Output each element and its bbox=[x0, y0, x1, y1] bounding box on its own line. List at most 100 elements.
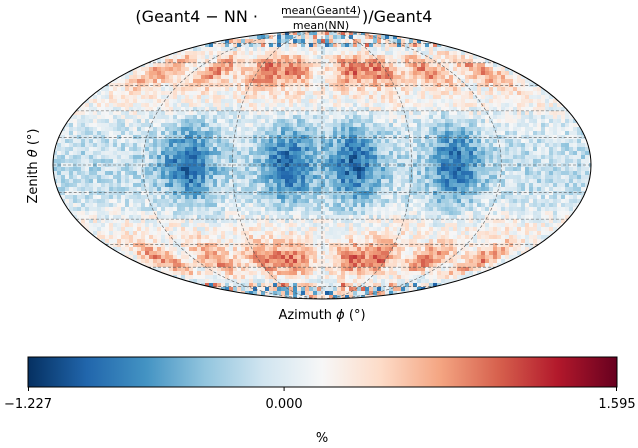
sky-pixel bbox=[349, 103, 354, 108]
sky-pixel bbox=[261, 83, 266, 88]
sky-pixel bbox=[273, 171, 278, 176]
sky-pixel bbox=[541, 147, 546, 152]
sky-pixel bbox=[173, 203, 178, 208]
sky-pixel bbox=[245, 175, 250, 180]
sky-pixel bbox=[469, 179, 474, 184]
sky-pixel bbox=[421, 123, 426, 128]
sky-pixel bbox=[501, 67, 506, 72]
sky-pixel bbox=[101, 111, 106, 116]
sky-pixel bbox=[569, 155, 574, 160]
sky-pixel bbox=[345, 191, 350, 196]
sky-pixel bbox=[537, 159, 542, 164]
sky-pixel bbox=[81, 175, 86, 180]
sky-pixel bbox=[461, 175, 466, 180]
sky-pixel bbox=[201, 195, 206, 200]
sky-pixel bbox=[229, 151, 234, 156]
sky-pixel bbox=[357, 111, 362, 116]
sky-pixel bbox=[449, 155, 454, 160]
sky-pixel bbox=[197, 91, 202, 96]
sky-pixel bbox=[297, 167, 302, 172]
sky-pixel bbox=[325, 151, 330, 156]
sky-pixel bbox=[545, 167, 550, 172]
sky-pixel bbox=[465, 131, 470, 136]
sky-pixel bbox=[233, 171, 238, 176]
sky-pixel bbox=[121, 75, 126, 80]
sky-pixel bbox=[421, 71, 426, 76]
sky-pixel bbox=[321, 171, 326, 176]
sky-pixel bbox=[273, 51, 278, 56]
sky-pixel bbox=[521, 75, 526, 80]
sky-pixel bbox=[517, 167, 522, 172]
sky-pixel bbox=[69, 167, 74, 172]
sky-pixel bbox=[369, 119, 374, 124]
sky-pixel bbox=[457, 123, 462, 128]
sky-pixel bbox=[217, 67, 222, 72]
sky-pixel bbox=[241, 79, 246, 84]
sky-pixel bbox=[509, 203, 514, 208]
sky-pixel bbox=[317, 47, 322, 52]
sky-pixel bbox=[433, 55, 438, 60]
sky-pixel bbox=[297, 59, 302, 64]
sky-pixel bbox=[377, 55, 382, 60]
sky-pixel bbox=[333, 47, 338, 52]
sky-pixel bbox=[401, 71, 406, 76]
sky-pixel bbox=[385, 55, 390, 60]
sky-pixel bbox=[97, 143, 102, 148]
sky-pixel bbox=[221, 147, 226, 152]
sky-pixel bbox=[101, 107, 106, 112]
sky-pixel bbox=[289, 43, 294, 48]
sky-pixel bbox=[97, 175, 102, 180]
sky-pixel bbox=[105, 207, 110, 212]
sky-pixel bbox=[385, 63, 390, 68]
sky-pixel bbox=[445, 83, 450, 88]
sky-pixel bbox=[485, 167, 490, 172]
sky-pixel bbox=[365, 179, 370, 184]
sky-pixel bbox=[77, 135, 82, 140]
sky-pixel bbox=[341, 47, 346, 52]
sky-pixel bbox=[321, 183, 326, 188]
sky-pixel bbox=[245, 83, 250, 88]
sky-pixel bbox=[353, 147, 358, 152]
sky-pixel bbox=[157, 179, 162, 184]
sky-pixel bbox=[545, 111, 550, 116]
sky-pixel bbox=[125, 207, 130, 212]
sky-pixel bbox=[437, 83, 442, 88]
sky-pixel bbox=[393, 63, 398, 68]
sky-pixel bbox=[141, 75, 146, 80]
sky-pixel bbox=[261, 111, 266, 116]
sky-pixel bbox=[229, 155, 234, 160]
sky-pixel bbox=[485, 187, 490, 192]
sky-pixel bbox=[61, 183, 66, 188]
sky-pixel bbox=[341, 175, 346, 180]
sky-pixel bbox=[137, 167, 142, 172]
sky-pixel bbox=[425, 203, 430, 208]
sky-pixel bbox=[145, 199, 150, 204]
sky-pixel bbox=[377, 159, 382, 164]
sky-pixel bbox=[317, 143, 322, 148]
sky-pixel bbox=[481, 175, 486, 180]
sky-pixel bbox=[81, 179, 86, 184]
sky-pixel bbox=[473, 203, 478, 208]
sky-pixel bbox=[257, 207, 262, 212]
sky-pixel bbox=[341, 75, 346, 80]
sky-pixel bbox=[549, 199, 554, 204]
sky-pixel bbox=[377, 151, 382, 156]
sky-pixel bbox=[293, 51, 298, 56]
sky-pixel bbox=[313, 131, 318, 136]
sky-pixel bbox=[197, 171, 202, 176]
sky-pixel bbox=[321, 199, 326, 204]
sky-pixel bbox=[397, 179, 402, 184]
sky-pixel bbox=[585, 179, 590, 184]
sky-pixel bbox=[525, 179, 530, 184]
sky-pixel bbox=[529, 183, 534, 188]
sky-pixel bbox=[233, 199, 238, 204]
sky-pixel bbox=[209, 151, 214, 156]
sky-pixel bbox=[481, 179, 486, 184]
sky-pixel bbox=[281, 175, 286, 180]
sky-pixel bbox=[401, 191, 406, 196]
sky-pixel bbox=[61, 195, 66, 200]
sky-pixel bbox=[257, 115, 262, 120]
sky-pixel bbox=[337, 175, 342, 180]
sky-pixel bbox=[529, 187, 534, 192]
sky-pixel bbox=[181, 127, 186, 132]
